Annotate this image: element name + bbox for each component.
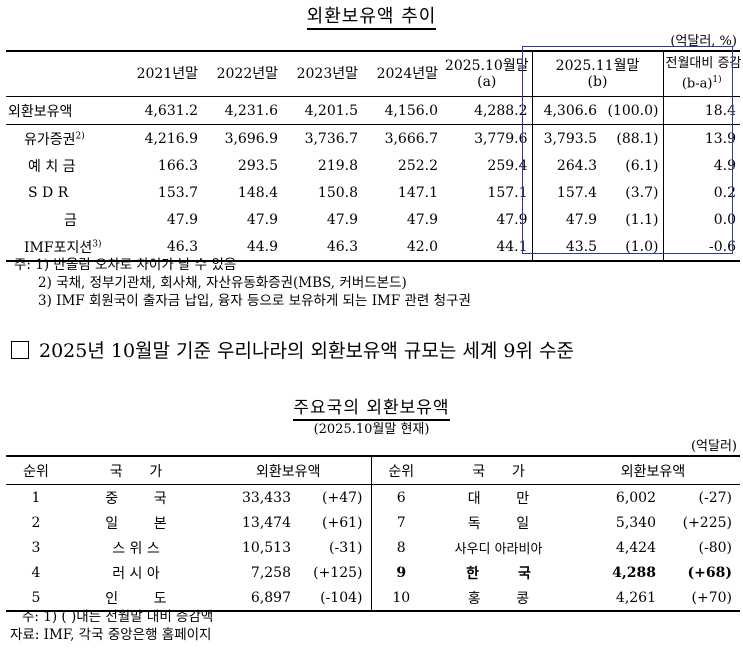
row-label: 외환보유액 [6,96,122,125]
table-row: 유가증권2) 4,216.9 3,696.9 3,736.7 3,666.7 3… [6,124,740,152]
table1-header-row: 2021년말 2022년말 2023년말 2024년말 2025.10월말 (a… [6,50,741,97]
row-label: S D R [28,184,69,201]
table2-subtitle: (2025.10월말 현재) [313,422,430,437]
header-2024: 2024년말 [362,50,442,97]
header-mom-change: 전월대비 증감 (b-a)1) [662,50,741,97]
table-row: 금 47.9 47.9 47.9 47.9 47.9 47.9 (1.1) 0.… [6,206,740,233]
table-row: IMF포지션3) 46.3 44.9 46.3 42.0 44.1 43.5 (… [6,233,740,262]
table-row: 1 중 국 33,433 (+47) 6 대 만 6,002 (-27) [6,484,740,510]
header-2022: 2022년말 [202,50,282,97]
header-2025-10: 2025.10월말 (a) [442,50,533,97]
row-label: 금 [64,212,77,229]
fx-reserves-trend-table: 2021년말 2022년말 2023년말 2024년말 2025.10월말 (a… [6,50,741,262]
table-row: 5 인 도 6,897 (-104) 10 홍 콩 4,261 (+70) [6,585,740,612]
table-row: 4 러 시 아 7,258 (+125) 9 한 국 4,288 (+68) [6,560,740,585]
table2-header-row: 순위 국 가 외환보유액 순위 국 가 외환보유액 [6,455,740,485]
row-label: IMF포지션3) [6,233,122,262]
table1-notes: 주: 1) 반올림 오차로 차이가 날 수 있음 2) 국채, 정부기관채, 회… [14,257,471,309]
headline: 2025년 10월말 기준 우리나라의 외환보유액 규모는 세계 9위 수준 [11,336,574,363]
table1-unit: (억달러, %) [670,34,737,49]
table-row: 외환보유액 4,631.2 4,231.6 4,201.5 4,156.0 4,… [6,96,740,125]
table1-title: 외환보유액 추이 [0,2,743,30]
table2-unit: (억달러) [690,439,737,454]
checkbox-square-icon [11,341,29,359]
table-row: 3 스 위 스 10,513 (-31) 8 사우디 아라비아 4,424 (-… [6,535,740,560]
table-row: 2 일 본 13,474 (+61) 7 독 일 5,340 (+225) [6,510,740,535]
table2-notes: 주: 1) ( )내는 전월말 대비 증감액 자료: IMF, 각국 중앙은행 … [10,609,214,643]
row-label: 유가증권2) [24,130,85,148]
header-2023: 2023년말 [282,50,362,97]
header-2021: 2021년말 [122,50,202,97]
row-label: 예 치 금 [28,158,76,175]
table-row: S D R 153.7 148.4 150.8 147.1 157.1 157.… [6,179,740,206]
header-2025-11: 2025.11월말 (b) [532,50,663,97]
table2-title: 주요국의 외환보유액 [0,393,743,421]
major-countries-table: 순위 국 가 외환보유액 순위 국 가 외환보유액 1 중 국 33,433 (… [6,455,740,612]
table-row: 예 치 금 166.3 293.5 219.8 252.2 259.4 264.… [6,152,740,179]
